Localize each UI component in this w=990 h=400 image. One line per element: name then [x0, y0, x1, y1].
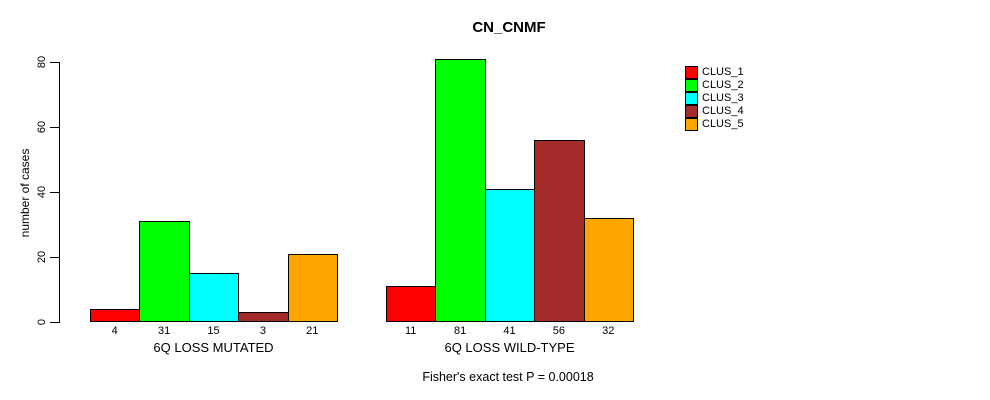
- legend-label: CLUS_5: [702, 118, 744, 130]
- y-axis-tick: [50, 257, 59, 258]
- group-label: 6Q LOSS WILD-TYPE: [444, 340, 575, 355]
- y-axis-tick: [50, 127, 59, 128]
- bar-value-label: 81: [453, 325, 467, 337]
- bar-clus_1: [90, 309, 141, 322]
- legend-label: CLUS_2: [702, 79, 744, 91]
- bar-value-label: 4: [111, 325, 118, 337]
- legend-label: CLUS_1: [702, 66, 744, 78]
- bar-clus_4: [534, 140, 585, 322]
- y-tick-label: 0: [36, 318, 48, 326]
- bar-value-label: 15: [207, 325, 220, 337]
- bar-value-label: 3: [259, 325, 266, 337]
- legend-swatch: [685, 105, 698, 118]
- bar-value-label: 41: [503, 325, 516, 337]
- bar-value-label: 56: [552, 325, 566, 337]
- bar-clus_5: [287, 253, 338, 322]
- bar-clus_4: [238, 312, 289, 322]
- legend-swatch: [685, 66, 698, 79]
- y-tick-label: 60: [36, 120, 48, 134]
- y-tick-label: 20: [36, 250, 48, 264]
- bar-clus_5: [583, 218, 634, 322]
- bar-value-label: 32: [602, 325, 615, 337]
- bar-value-label: 11: [404, 325, 417, 337]
- legend-label: CLUS_4: [702, 105, 744, 117]
- bar-clus_2: [139, 221, 190, 322]
- caption-fishers-test: Fisher's exact test P = 0.00018: [422, 370, 594, 384]
- y-axis-line: [59, 62, 60, 323]
- legend-swatch: [685, 92, 698, 105]
- legend-swatch: [685, 118, 698, 131]
- bar-clus_1: [386, 286, 437, 322]
- bar-value-label: 21: [306, 325, 319, 337]
- y-axis-tick: [50, 62, 59, 63]
- bar-clus_3: [188, 273, 240, 322]
- y-axis-tick: [50, 192, 59, 193]
- legend-label: CLUS_3: [702, 92, 744, 104]
- y-axis-label: number of cases: [18, 148, 32, 238]
- y-tick-label: 80: [36, 55, 48, 69]
- legend-swatch: [685, 79, 698, 92]
- bar-clus_2: [435, 58, 486, 322]
- y-axis-tick: [50, 322, 59, 323]
- bar-clus_3: [484, 188, 536, 322]
- chart-title: CN_CNMF: [472, 19, 546, 36]
- bar-value-label: 31: [157, 325, 171, 337]
- group-label: 6Q LOSS MUTATED: [153, 340, 274, 355]
- y-tick-label: 40: [36, 185, 48, 199]
